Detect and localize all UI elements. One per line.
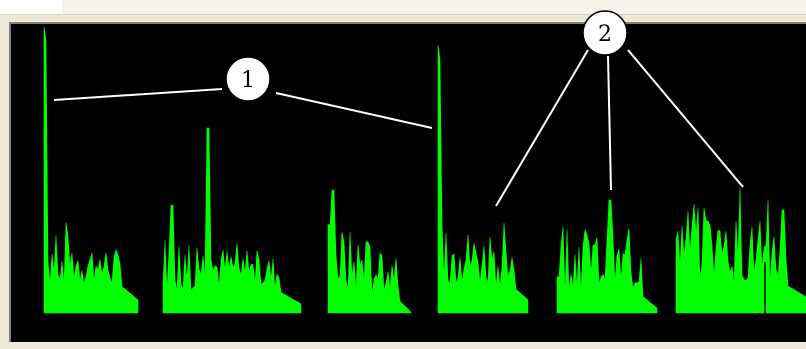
callout-1-label: 1: [241, 68, 255, 93]
spectrum-display-panel: [9, 22, 806, 342]
callout-line-1: [53, 88, 223, 101]
signal-burst-4: [437, 44, 529, 314]
signal-burst-3: [327, 189, 412, 314]
callout-lines: [53, 49, 744, 207]
callout-2-circle: [582, 10, 628, 56]
signal-burst-6: [675, 187, 806, 314]
callout-line-2: [275, 92, 433, 129]
signal-bursts: [43, 26, 806, 314]
callout-2: 2: [582, 10, 628, 56]
callout-2-label: 2: [598, 22, 612, 47]
top-strip-tab: [0, 0, 62, 14]
callout-line-4: [607, 55, 612, 191]
callout-line-3: [495, 49, 589, 207]
callout-1: 1: [225, 56, 271, 102]
signal-burst-2: [162, 127, 302, 314]
callout-1-circle: [225, 56, 271, 102]
signal-burst-1: [43, 26, 139, 314]
callout-line-5: [627, 49, 744, 188]
signal-burst-5: [556, 199, 658, 314]
